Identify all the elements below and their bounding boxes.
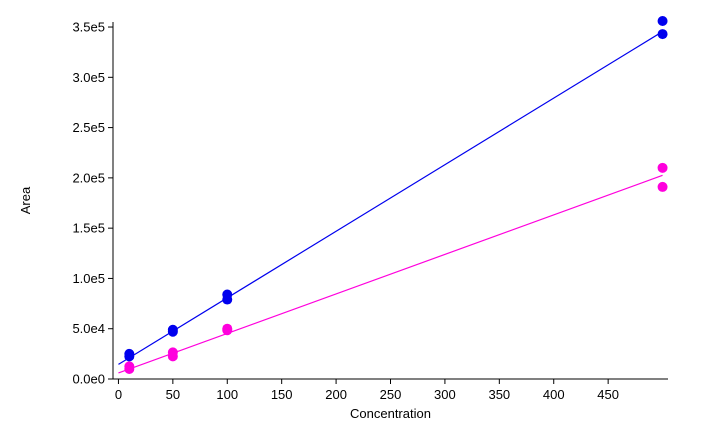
- x-tick-label: 450: [597, 387, 619, 402]
- y-tick-label: 0.0e0: [72, 372, 105, 387]
- y-tick-label: 3.5e5: [72, 20, 105, 35]
- data-point: [657, 162, 668, 173]
- data-point: [657, 29, 668, 40]
- series-2: [118, 162, 668, 374]
- y-tick-label: 1.0e5: [72, 271, 105, 286]
- x-tick-label: 0: [115, 387, 122, 402]
- data-point: [167, 351, 178, 362]
- x-tick-label: 400: [543, 387, 565, 402]
- x-tick-label: 200: [325, 387, 347, 402]
- x-tick-label: 50: [166, 387, 180, 402]
- data-point: [657, 181, 668, 192]
- y-axis-title: Area: [18, 186, 33, 214]
- x-tick-label: 300: [434, 387, 456, 402]
- x-tick-label: 350: [488, 387, 510, 402]
- data-point: [222, 325, 233, 336]
- y-tick-label: 2.5e5: [72, 120, 105, 135]
- data-point: [657, 15, 668, 26]
- fit-line: [118, 174, 663, 374]
- x-tick-label: 100: [216, 387, 238, 402]
- ticks: 0 50 100 150 200 250 300 350 400 450 0.0e0 5.0e4 1.0…: [72, 20, 619, 402]
- data-point: [167, 326, 178, 337]
- y-tick-label: 5.0e4: [72, 321, 105, 336]
- y-tick-label: 1.5e5: [72, 221, 105, 236]
- y-tick-label: 2.0e5: [72, 170, 105, 185]
- series-1: [118, 15, 668, 365]
- data-point: [222, 294, 233, 305]
- x-tick-label: 150: [271, 387, 293, 402]
- y-tick-label: 3.0e5: [72, 70, 105, 85]
- x-tick-label: 250: [380, 387, 402, 402]
- data-point: [124, 363, 135, 374]
- axes: [112, 22, 668, 380]
- x-axis-title: Concentration: [350, 406, 431, 421]
- data-point: [124, 351, 135, 362]
- plot-area: [118, 15, 668, 374]
- fit-line: [118, 31, 663, 365]
